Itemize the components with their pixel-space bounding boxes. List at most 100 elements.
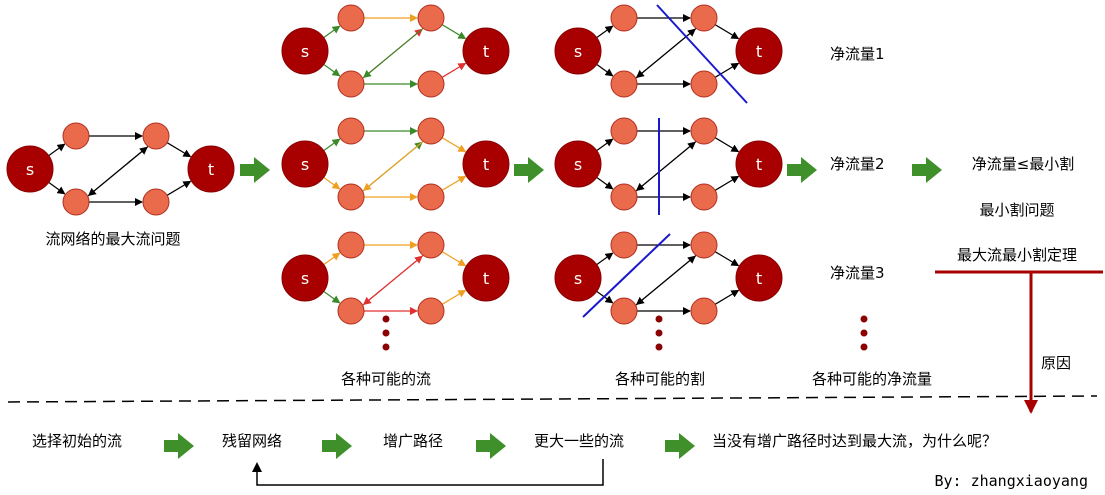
right-arrow-icon bbox=[912, 157, 942, 183]
edge-d-t bbox=[441, 62, 467, 78]
edge-b-t bbox=[441, 137, 467, 153]
node-c bbox=[337, 297, 365, 325]
node-a bbox=[610, 4, 638, 32]
section-divider bbox=[7, 395, 1098, 403]
sink-label: t bbox=[483, 155, 489, 174]
edge-d-t bbox=[714, 175, 740, 191]
source-node bbox=[554, 27, 602, 75]
edge-d-t bbox=[441, 175, 467, 191]
edge-d-t bbox=[714, 289, 740, 305]
edge-s-c bbox=[323, 176, 341, 190]
step-arrows bbox=[164, 157, 942, 459]
all-possible-cuts-label: 各种可能的割 bbox=[615, 370, 705, 388]
right-arrow-icon bbox=[164, 433, 194, 459]
cut-line-1 bbox=[656, 4, 748, 104]
edge-b-t bbox=[441, 24, 467, 40]
source-node bbox=[281, 27, 329, 75]
vertical-ellipsis-icon bbox=[382, 315, 390, 351]
node-a bbox=[337, 4, 365, 32]
node-b bbox=[417, 117, 445, 145]
right-arrow-icon bbox=[240, 157, 270, 183]
edge-b-t bbox=[166, 142, 192, 158]
source-node bbox=[554, 140, 602, 188]
sink-label: t bbox=[483, 269, 489, 288]
edge-s-a bbox=[596, 252, 614, 266]
source-label: s bbox=[301, 155, 309, 174]
node-d bbox=[690, 183, 718, 211]
edge-s-a bbox=[596, 138, 614, 152]
step-larger-flow: 更大一些的流 bbox=[534, 432, 624, 450]
node-c bbox=[610, 70, 638, 98]
node-c bbox=[337, 70, 365, 98]
edge-s-c bbox=[323, 63, 341, 77]
node-b bbox=[417, 4, 445, 32]
source-node bbox=[6, 145, 54, 193]
edge-b-c bbox=[362, 28, 424, 79]
edge-b-c bbox=[87, 146, 149, 197]
edge-b-c bbox=[362, 255, 424, 306]
edge-b-c bbox=[635, 28, 697, 79]
author-signature: By: zhangxiaoyang bbox=[934, 472, 1088, 490]
net-flow-1-label: 净流量1 bbox=[830, 45, 885, 63]
vertical-ellipsis-icon bbox=[655, 315, 663, 351]
node-b bbox=[417, 231, 445, 259]
node-d bbox=[417, 297, 445, 325]
edge-d-t bbox=[441, 289, 467, 305]
max-flow-question: 当没有增广路径时达到最大流，为什么呢？ bbox=[712, 432, 997, 450]
sink-label: t bbox=[756, 42, 762, 61]
sink-node bbox=[735, 254, 783, 302]
edge-s-a bbox=[596, 25, 614, 39]
edge-d-t bbox=[714, 62, 740, 78]
edge-b-t bbox=[714, 137, 740, 153]
source-label: s bbox=[574, 269, 582, 288]
step-initial-flow: 选择初始的流 bbox=[32, 432, 122, 450]
right-arrow-icon bbox=[514, 157, 544, 183]
edge-b-c bbox=[635, 255, 697, 306]
right-arrow-icon bbox=[787, 157, 817, 183]
source-node bbox=[281, 140, 329, 188]
flow-graphs: s ts ts ts ts ts ts t bbox=[6, 4, 783, 325]
source-label: s bbox=[26, 160, 34, 179]
edge-b-t bbox=[714, 24, 740, 40]
sink-node bbox=[187, 145, 235, 193]
source-label: s bbox=[574, 155, 582, 174]
right-arrow-icon bbox=[322, 433, 352, 459]
sink-node bbox=[735, 140, 783, 188]
net-flow-le-min-cut-label: 净流量≤最小割 bbox=[972, 155, 1075, 173]
source-label: s bbox=[301, 42, 309, 61]
sink-label: t bbox=[208, 160, 214, 179]
node-b bbox=[690, 117, 718, 145]
ellipsis-dots bbox=[382, 315, 868, 351]
loop-back-arrowhead bbox=[252, 462, 262, 472]
right-arrow-icon bbox=[476, 433, 506, 459]
sink-label: t bbox=[756, 269, 762, 288]
edge-s-c bbox=[596, 176, 614, 190]
node-c bbox=[337, 183, 365, 211]
sink-label: t bbox=[756, 155, 762, 174]
node-c bbox=[610, 297, 638, 325]
all-possible-flows-label: 各种可能的流 bbox=[341, 370, 431, 388]
node-d bbox=[142, 188, 170, 216]
edge-d-t bbox=[166, 180, 192, 196]
edge-s-a bbox=[323, 25, 341, 39]
node-d bbox=[690, 70, 718, 98]
edge-b-t bbox=[441, 251, 467, 267]
sink-node bbox=[462, 140, 510, 188]
node-a bbox=[62, 122, 90, 150]
node-d bbox=[417, 70, 445, 98]
cut-line-3 bbox=[582, 233, 671, 318]
source-label: s bbox=[574, 42, 582, 61]
node-d bbox=[690, 297, 718, 325]
node-d bbox=[417, 183, 445, 211]
min-cut-problem-label: 最小割问题 bbox=[979, 201, 1054, 219]
reason-label: 原因 bbox=[1041, 354, 1071, 372]
source-node bbox=[281, 254, 329, 302]
step-residual-network: 残留网络 bbox=[222, 432, 282, 450]
edge-s-c bbox=[323, 290, 341, 304]
net-flow-2-label: 净流量2 bbox=[830, 155, 885, 173]
